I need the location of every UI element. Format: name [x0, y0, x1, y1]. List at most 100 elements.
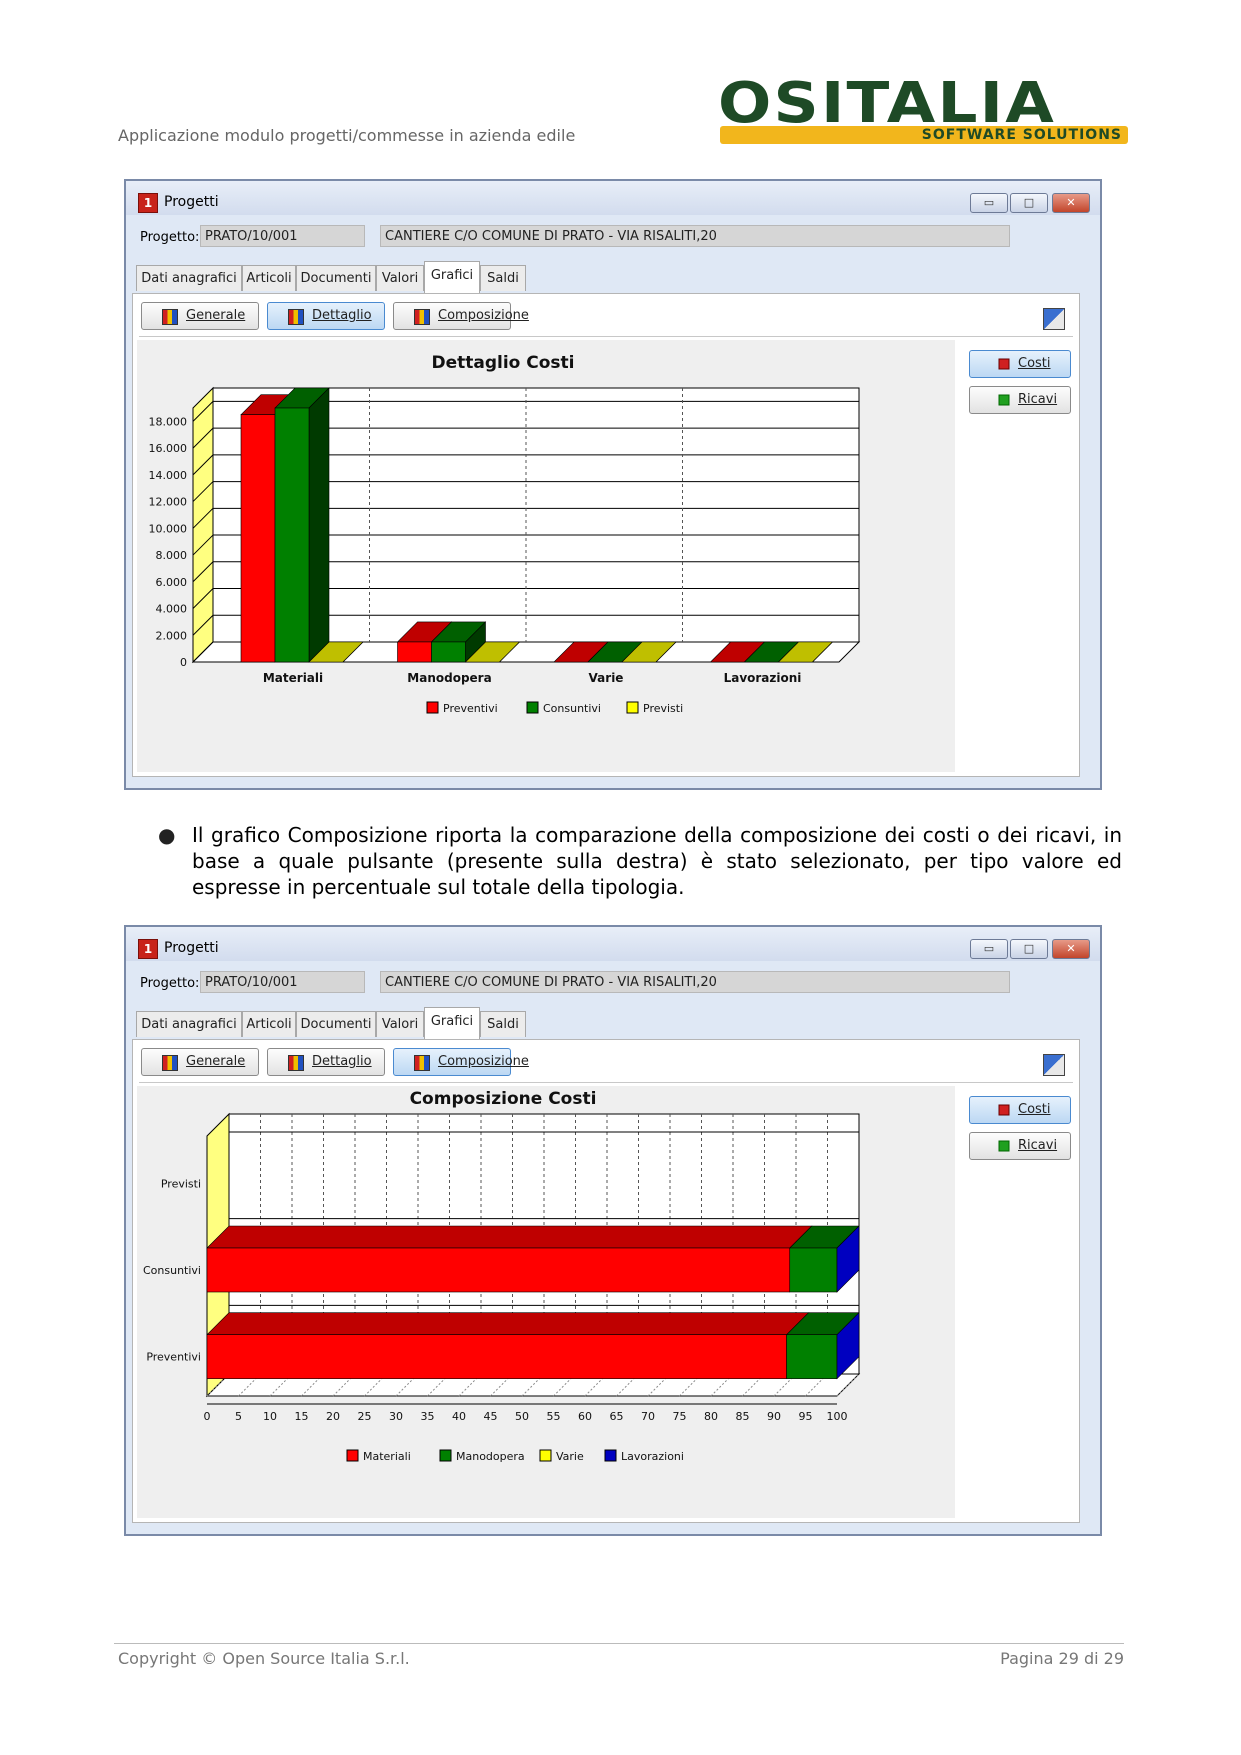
tab-saldi[interactable]: Saldi [480, 265, 526, 291]
costi-button[interactable]: Costi [969, 350, 1071, 378]
minimize-button[interactable]: ▭ [970, 193, 1008, 213]
project-code-field[interactable]: PRATO/10/001 [200, 225, 365, 247]
x-tick-label: 10 [263, 1410, 277, 1423]
tab-documenti[interactable]: Documenti [296, 265, 376, 291]
composizione-costi-chart: Composizione Costi 0 5 10 15 20 25 30 35 40 45 50 55… [143, 1089, 861, 1463]
dettaglio-button[interactable]: Dettaglio [267, 1048, 385, 1076]
dettaglio-button[interactable]: Dettaglio [267, 302, 385, 330]
project-description-field[interactable]: CANTIERE C/O COMUNE DI PRATO - VIA RISAL… [380, 971, 1010, 993]
tab-saldi[interactable]: Saldi [480, 1011, 526, 1037]
legend-label: Consuntivi [543, 702, 601, 715]
ricavi-icon [998, 394, 1010, 406]
chart-icon [162, 1055, 178, 1071]
app-icon: 1 [138, 193, 158, 213]
bar-side [499, 641, 520, 663]
generale-button[interactable]: Generale [141, 302, 259, 330]
y-tick-label: 18.000 [149, 415, 188, 428]
gridline-x-floor [836, 1373, 860, 1397]
bar [786, 1334, 838, 1379]
title-bar[interactable]: 1 Progetti ▭ □ ✕ [126, 181, 1100, 215]
window-title: Progetti [164, 194, 219, 210]
composizione-button[interactable]: Composizione [393, 302, 529, 330]
logo-subtitle: SOFTWARE SOLUTIONS [921, 127, 1122, 143]
bar-side [836, 1311, 860, 1380]
gridline-y-wall [192, 401, 214, 422]
x-tick-label: 20 [326, 1410, 340, 1423]
x-tick-label: 25 [358, 1410, 372, 1423]
x-tick-label: 50 [515, 1410, 529, 1423]
maximize-button[interactable]: □ [1010, 939, 1048, 959]
y-tick-label: Preventivi [146, 1351, 201, 1364]
legend-swatch [539, 1449, 552, 1462]
bar-top [206, 1312, 810, 1335]
bar [431, 641, 466, 663]
gridline-y-wall [192, 534, 214, 556]
footer-copyright: Copyright © Open Source Italia S.r.l. [118, 1649, 410, 1668]
project-description-field[interactable]: CANTIERE C/O COMUNE DI PRATO - VIA RISAL… [380, 225, 1010, 247]
costi-icon [998, 1104, 1010, 1116]
legend-swatch [426, 701, 439, 714]
bar-side [836, 1225, 860, 1293]
maximize-button[interactable]: □ [1010, 193, 1048, 213]
app-icon: 1 [138, 939, 158, 959]
project-row: Progetto: PRATO/10/001 CANTIERE C/O COMU… [136, 225, 1076, 249]
maximize-icon: □ [1023, 196, 1035, 209]
dettaglio-costi-chart: Dettaglio Costi 0 2.000 4.000 6.000 8.000 10.0… [149, 353, 861, 715]
divider [139, 336, 1073, 337]
bar-side [812, 641, 833, 663]
tab-dati-anagrafici[interactable]: Dati anagrafici [136, 1011, 242, 1037]
tab-documenti[interactable]: Documenti [296, 1011, 376, 1037]
footer-divider [114, 1643, 1124, 1644]
x-tick-label: 35 [421, 1410, 435, 1423]
legend-label: Materiali [363, 1450, 411, 1463]
chart-title: Composizione Costi [410, 1089, 597, 1109]
tab-valori[interactable]: Valori [376, 1011, 424, 1037]
close-button[interactable]: ✕ [1052, 939, 1090, 959]
gridline-y-wall [192, 454, 214, 476]
chart-settings-icon[interactable] [1043, 1054, 1065, 1076]
x-tick-label: 70 [641, 1410, 655, 1423]
x-tick-label: 75 [673, 1410, 687, 1423]
bullet-icon: ● [158, 823, 176, 847]
composizione-button[interactable]: Composizione [393, 1048, 529, 1076]
ricavi-button[interactable]: Ricavi [969, 1132, 1071, 1160]
bullet-paragraph: Il grafico Composizione riporta la compa… [192, 823, 1122, 899]
tab-grafici[interactable]: Grafici [424, 1007, 480, 1039]
window-title: Progetti [164, 940, 219, 956]
generale-button[interactable]: Generale [141, 1048, 259, 1076]
tab-valori[interactable]: Valori [376, 265, 424, 291]
y-tick-label: 6.000 [156, 576, 188, 589]
gridline-y-wall [192, 614, 214, 636]
x-tick-label: 90 [767, 1410, 781, 1423]
project-label: Progetto: [140, 230, 200, 245]
progetti-window-dettaglio: 1 Progetti ▭ □ ✕ Progetto: PRATO/10/001 … [124, 179, 1102, 790]
x-tick-label: Materiali [263, 671, 323, 685]
bar [240, 414, 276, 663]
tab-articoli[interactable]: Articoli [242, 1011, 296, 1037]
ricavi-icon [998, 1140, 1010, 1152]
project-code-field[interactable]: PRATO/10/001 [200, 971, 365, 993]
close-button[interactable]: ✕ [1052, 193, 1090, 213]
chart-icon [288, 1055, 304, 1071]
x-tick-label: Lavorazioni [724, 671, 802, 685]
costi-button[interactable]: Costi [969, 1096, 1071, 1124]
x-tick-label: 30 [389, 1410, 403, 1423]
chart-settings-icon[interactable] [1043, 308, 1065, 330]
ricavi-button[interactable]: Ricavi [969, 386, 1071, 414]
divider [139, 1082, 1073, 1083]
tab-grafici[interactable]: Grafici [424, 261, 480, 293]
tab-dati-anagrafici[interactable]: Dati anagrafici [136, 265, 242, 291]
minimize-button[interactable]: ▭ [970, 939, 1008, 959]
tab-articoli[interactable]: Articoli [242, 265, 296, 291]
chart-icon [162, 309, 178, 325]
minimize-icon: ▭ [983, 942, 995, 955]
gridline-y-wall [192, 641, 214, 663]
title-bar[interactable]: 1 Progetti ▭ □ ✕ [126, 927, 1100, 961]
bar [206, 1247, 791, 1293]
y-tick-label: 12.000 [149, 496, 188, 509]
close-icon: ✕ [1066, 942, 1076, 955]
legend-swatch [604, 1449, 617, 1462]
bar-side [308, 387, 330, 663]
gridline-y-wall [192, 481, 214, 502]
legend-swatch [626, 701, 639, 714]
